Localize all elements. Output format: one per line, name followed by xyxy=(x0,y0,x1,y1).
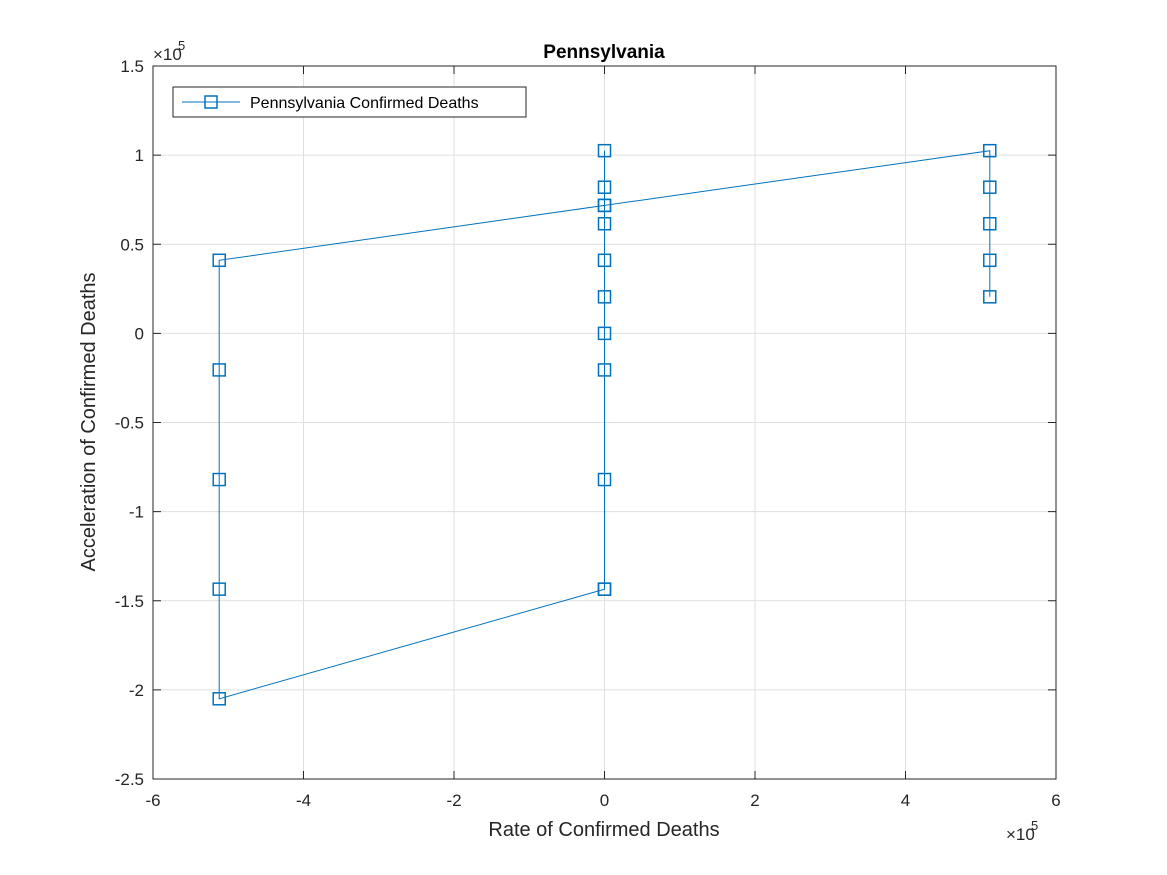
data-point-marker xyxy=(597,290,612,304)
chart-title: Pennsylvania xyxy=(543,42,665,63)
data-series xyxy=(212,143,997,706)
data-point-marker xyxy=(983,217,997,231)
data-point-marker xyxy=(212,253,226,268)
data-point-marker xyxy=(597,143,612,158)
data-point-marker xyxy=(212,363,226,377)
x-tick-label: 0 xyxy=(600,791,609,810)
x-axis-label: Rate of Confirmed Deaths xyxy=(488,819,719,841)
y-tick-label: 1 xyxy=(135,146,144,165)
x-tick-label: 4 xyxy=(901,791,910,810)
x-exponent-power: 5 xyxy=(1031,818,1038,833)
data-point-marker xyxy=(983,180,997,194)
y-tick-label: -1 xyxy=(129,503,144,522)
y-tick-label: -2 xyxy=(129,681,144,700)
x-tick-label: -6 xyxy=(145,791,160,810)
axis-ticks: -6 -4 -2 0 2 4 6 -2.5 -2 -1.5 -1 -0.5 0 0.5 1 1.5 xyxy=(115,57,1061,810)
legend-marker xyxy=(204,95,218,109)
data-point-marker xyxy=(597,472,612,487)
data-point-marker xyxy=(597,326,612,341)
y-tick-label: 0.5 xyxy=(120,235,144,254)
y-tick-label: 0 xyxy=(135,324,144,343)
legend-entry-label: Pennsylvania Confirmed Deaths xyxy=(250,95,479,112)
data-point-marker xyxy=(212,582,226,596)
data-point-marker xyxy=(597,217,612,231)
data-point-marker xyxy=(597,363,612,377)
data-point-marker xyxy=(597,582,612,596)
data-point-marker xyxy=(983,253,997,268)
data-point-marker xyxy=(597,180,612,194)
y-tick-label: 1.5 xyxy=(120,57,144,76)
legend: Pennsylvania Confirmed Deaths xyxy=(172,86,527,118)
y-exponent-power: 5 xyxy=(178,38,185,53)
x-tick-label: 2 xyxy=(750,791,759,810)
y-tick-label: -1.5 xyxy=(115,592,144,611)
y-tick-label: -2.5 xyxy=(115,770,144,789)
data-point-marker xyxy=(212,692,226,706)
x-exponent-base: ×10 xyxy=(1006,825,1035,844)
y-axis-label: Acceleration of Confirmed Deaths xyxy=(78,272,100,571)
series-line xyxy=(218,150,991,700)
y-tick-label: -0.5 xyxy=(115,414,144,433)
x-tick-label: -4 xyxy=(296,791,311,810)
y-exponent-base: ×10 xyxy=(153,45,182,64)
y-exponent: ×10 5 xyxy=(153,38,185,64)
data-point-marker xyxy=(983,290,997,304)
data-point-marker xyxy=(597,198,612,213)
x-tick-label: 6 xyxy=(1051,791,1060,810)
data-point-marker xyxy=(212,472,226,487)
x-tick-label: -2 xyxy=(446,791,461,810)
data-point-marker xyxy=(983,143,997,158)
data-point-marker xyxy=(597,253,612,268)
x-exponent: ×10 5 xyxy=(1006,818,1038,844)
